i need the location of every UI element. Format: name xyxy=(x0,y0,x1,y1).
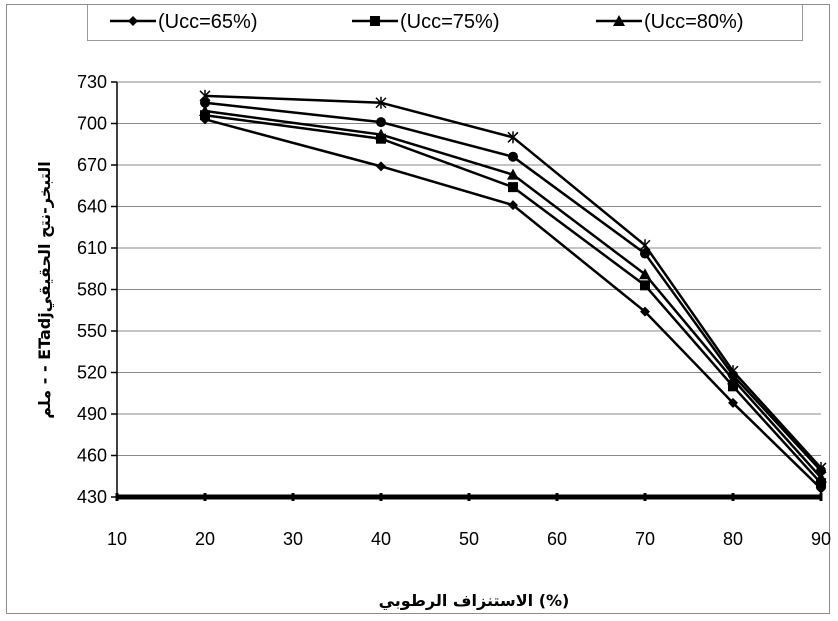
data-point xyxy=(199,105,211,117)
y-tick-label: 550 xyxy=(77,321,107,341)
x-tick-label: 30 xyxy=(283,529,303,549)
legend-marker xyxy=(128,16,138,26)
data-point xyxy=(508,200,518,211)
y-axis-title: ملم - - ETadjالتبخر-نتح الحقيقي xyxy=(35,161,55,419)
y-tick-label: 430 xyxy=(77,487,107,507)
series-4 xyxy=(200,97,826,476)
data-point xyxy=(507,168,519,180)
data-point xyxy=(640,280,650,291)
tick-layer: 430 460 490 520 550 580 610 640 670 700 730 10 20 30 4… xyxy=(77,72,831,549)
legend-label: (Ucc=80%) xyxy=(644,11,743,33)
series-line xyxy=(204,94,822,469)
y-tick-label: 730 xyxy=(77,72,107,92)
data-point xyxy=(639,268,651,280)
series-line xyxy=(204,109,822,479)
data-point xyxy=(376,161,386,172)
data-point xyxy=(728,381,738,392)
data-point xyxy=(640,306,650,317)
data-point xyxy=(728,397,738,408)
data-point xyxy=(375,96,387,109)
legend-label: (Ucc=65%) xyxy=(158,11,257,33)
data-point xyxy=(815,461,827,474)
data-point xyxy=(200,97,210,108)
series-2 xyxy=(200,110,826,489)
data-point xyxy=(508,182,518,193)
y-tick-label: 640 xyxy=(77,197,107,217)
legend-marker xyxy=(613,15,625,26)
data-point xyxy=(508,151,518,162)
x-tick-label: 50 xyxy=(459,529,479,549)
chart-frame xyxy=(6,4,830,614)
y-tick-label: 700 xyxy=(77,114,107,134)
y-tick-label: 490 xyxy=(77,404,107,424)
x-tick-label: 70 xyxy=(635,529,655,549)
data-point xyxy=(507,131,519,144)
x-tick-label: 90 xyxy=(811,529,831,549)
series-line xyxy=(204,101,822,472)
series-5 xyxy=(199,89,827,474)
x-tick-label: 20 xyxy=(195,529,215,549)
data-point xyxy=(727,365,739,378)
data-point xyxy=(639,239,651,252)
y-tick-label: 580 xyxy=(77,280,107,300)
series-3 xyxy=(199,105,827,483)
legend-marker xyxy=(370,16,380,26)
data-point xyxy=(376,117,386,128)
x-tick-label: 80 xyxy=(723,529,743,549)
axis-layer xyxy=(111,81,823,501)
grid-layer xyxy=(117,81,821,456)
series-layer xyxy=(199,89,827,494)
data-point xyxy=(816,478,826,489)
legend-item: (Ucc=75%) xyxy=(352,11,499,33)
legend-item: (Ucc=80%) xyxy=(596,11,743,33)
x-tick-label: 60 xyxy=(547,529,567,549)
data-point xyxy=(375,128,387,140)
legend: (Ucc=65%) (Ucc=75%) (Ucc=80%) xyxy=(110,11,743,33)
legend-label: (Ucc=75%) xyxy=(400,11,499,33)
legend-item: (Ucc=65%) xyxy=(110,11,257,33)
y-tick-label: 520 xyxy=(77,363,107,383)
legend-box xyxy=(87,5,803,41)
data-point xyxy=(199,89,211,102)
x-tick-label: 10 xyxy=(107,529,127,549)
data-point xyxy=(640,248,650,259)
y-tick-label: 610 xyxy=(77,238,107,258)
x-tick-label: 40 xyxy=(371,529,391,549)
y-tick-label: 670 xyxy=(77,155,107,175)
series-line xyxy=(204,113,822,485)
y-tick-label: 460 xyxy=(77,446,107,466)
x-axis-title: الاستنزاف الرطوبي (%) xyxy=(379,591,570,611)
data-point xyxy=(815,471,827,483)
series-line xyxy=(204,118,822,490)
